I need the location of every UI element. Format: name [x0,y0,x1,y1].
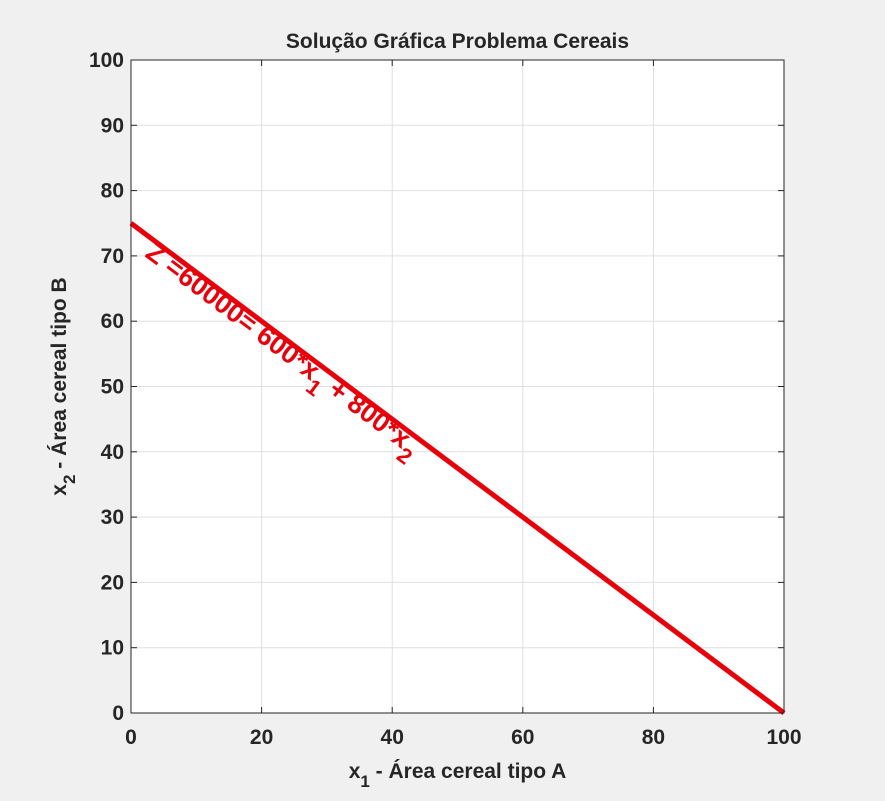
y-tick-label: 90 [101,114,124,137]
x-tick-label: 20 [250,726,273,749]
x-tick-label: 100 [766,726,801,749]
y-tick-label: 70 [101,245,124,268]
y-tick-label: 30 [101,506,124,529]
y-tick-label: 80 [101,180,124,203]
x-axis-label: x1 - Área cereal tipo A [349,760,567,791]
chart-title: Solução Gráfica Problema Cereais [286,30,629,53]
x-axis-label-base: x [349,760,361,783]
x-tick-label: 60 [511,726,534,749]
x-tick-label: 80 [642,726,665,749]
x-axis-label-rest: - Área cereal tipo A [370,760,566,783]
y-tick-label: 10 [101,637,124,660]
y-tick-label: 40 [101,441,124,464]
series-layer [129,221,786,715]
y-tick-label: 60 [101,310,124,333]
x-tick-label: 40 [381,726,404,749]
x-axis-label-sub: 1 [360,772,369,791]
ticks-layer: 0 20 40 60 80 100 0 10 20 30 40 50 60 70 80 90 100 [89,49,802,749]
y-axis-label-rest: - Área cereal tipo B [48,277,71,474]
series-line [129,221,786,715]
y-tick-label: 50 [101,376,124,399]
y-tick-label: 100 [89,49,124,72]
grid [130,59,785,714]
x-tick-label: 0 [125,726,137,749]
y-tick-label: 20 [101,571,124,594]
y-axis-label-base: x [48,484,71,496]
y-tick-label: 0 [112,702,124,725]
y-axis-label-sub: 2 [60,475,79,484]
y-axis-label: x2 - Área cereal tipo B [48,277,79,495]
